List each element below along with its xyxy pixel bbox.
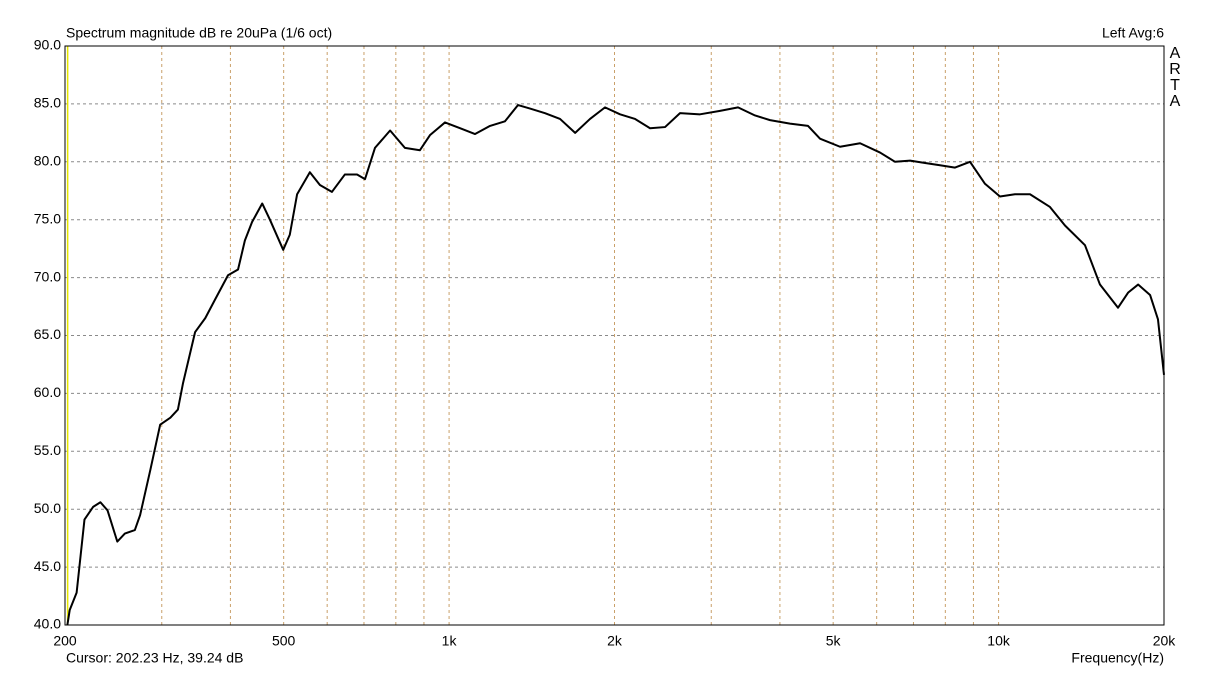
chart-title: Spectrum magnitude dB re 20uPa (1/6 oct) [66, 25, 332, 41]
y-tick-label: 40.0 [34, 616, 61, 632]
y-tick-label: 70.0 [34, 268, 61, 284]
series-line [66, 104, 1165, 626]
x-tick-label: 200 [53, 633, 77, 649]
x-tick-label: 10k [987, 633, 1011, 649]
side-label: ARTA [1169, 45, 1181, 110]
x-tick-label: 1k [442, 633, 458, 649]
y-tick-label: 75.0 [34, 210, 61, 226]
channel-label: Left Avg:6 [1102, 25, 1164, 41]
plot-frame [64, 45, 1165, 626]
y-tick-label: 80.0 [34, 153, 61, 169]
cursor-readout: Cursor: 202.23 Hz, 39.24 dB [66, 650, 243, 666]
y-tick-label: 55.0 [34, 442, 61, 458]
x-tick-label: 5k [826, 633, 842, 649]
y-tick-label: 45.0 [34, 558, 61, 574]
x-tick-label: 20k [1153, 633, 1177, 649]
x-axis-label: Frequency(Hz) [1071, 650, 1164, 666]
y-tick-label: 85.0 [34, 95, 61, 111]
y-tick-label: 65.0 [34, 326, 61, 342]
y-tick-label: 90.0 [34, 37, 61, 53]
x-tick-label: 500 [272, 633, 296, 649]
x-tick-label: 2k [607, 633, 623, 649]
y-tick-label: 60.0 [34, 384, 61, 400]
y-tick-label: 50.0 [34, 500, 61, 516]
